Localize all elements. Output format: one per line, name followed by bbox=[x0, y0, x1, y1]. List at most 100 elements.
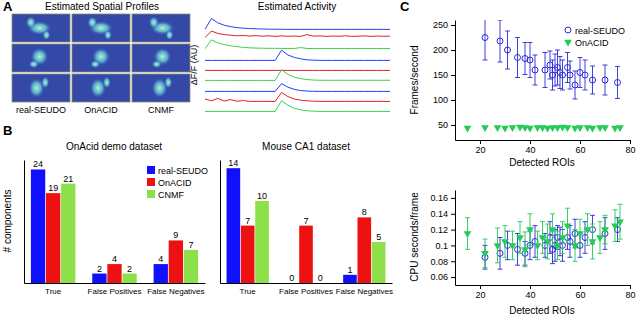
point bbox=[501, 126, 509, 133]
legend-label: real-SEUDO bbox=[575, 26, 625, 36]
image-blob bbox=[87, 16, 97, 28]
figure: real-SEUDOOnACIDCNMFEstimated Spatial Pr… bbox=[0, 0, 640, 320]
tick-label: 20 bbox=[475, 145, 485, 155]
data-label: 7 bbox=[188, 240, 193, 250]
tick: 250 bbox=[433, 20, 455, 30]
profile-image bbox=[12, 44, 70, 72]
tick-label: 0.16 bbox=[430, 193, 448, 203]
tick-label: False Negatives bbox=[147, 287, 204, 296]
point bbox=[494, 243, 502, 250]
tick-mark bbox=[480, 140, 481, 144]
title: Estimated Spatial Profiles bbox=[45, 1, 159, 12]
x-axis: TrueFalse PositivesFalse Negatives bbox=[221, 283, 393, 296]
error-bar bbox=[590, 66, 595, 94]
point bbox=[559, 235, 567, 242]
legend-label: OnACID bbox=[575, 38, 609, 48]
legend-symbol bbox=[564, 40, 572, 47]
point bbox=[549, 227, 557, 234]
bar-chart: 14017781005TrueFalse PositivesFalse Nega… bbox=[221, 141, 393, 296]
point bbox=[526, 227, 534, 234]
image-blob bbox=[152, 60, 162, 68]
point bbox=[515, 55, 521, 61]
tick-mark bbox=[630, 140, 631, 144]
column-label: CNMF bbox=[148, 105, 174, 115]
profile-image bbox=[132, 74, 190, 102]
tick: False Negatives bbox=[336, 283, 393, 296]
tick-label: 60 bbox=[575, 290, 585, 300]
x-axis: 20406080 bbox=[456, 140, 636, 155]
tick: 200 bbox=[433, 45, 455, 55]
legend-entry: OnACID bbox=[564, 38, 609, 48]
point bbox=[582, 72, 588, 78]
plot-area bbox=[205, 19, 390, 112]
image-cell bbox=[132, 44, 190, 72]
image-blob bbox=[42, 30, 50, 40]
point bbox=[509, 125, 517, 132]
column-label: OnACID bbox=[84, 105, 118, 115]
trace bbox=[205, 70, 390, 71]
bar bbox=[343, 275, 357, 283]
bar bbox=[241, 226, 255, 283]
data-label: 7 bbox=[303, 216, 308, 226]
title: Mouse CA1 dataset bbox=[262, 141, 350, 152]
data-label: 14 bbox=[228, 158, 238, 168]
tick: 0.12 bbox=[430, 225, 455, 235]
point bbox=[576, 125, 584, 132]
point bbox=[576, 231, 584, 238]
bar bbox=[31, 169, 45, 283]
profile-image bbox=[12, 74, 70, 102]
point bbox=[564, 125, 572, 132]
tick-label: 20 bbox=[475, 290, 485, 300]
profile-image bbox=[132, 44, 190, 72]
point bbox=[509, 243, 517, 250]
tick-label: 100 bbox=[433, 95, 448, 105]
tick: 0.1 bbox=[435, 241, 455, 251]
data-label: 21 bbox=[63, 174, 73, 184]
data-label: 2 bbox=[127, 264, 132, 274]
x-axis-title: Detected ROIs bbox=[509, 305, 575, 316]
error-bar bbox=[560, 60, 565, 90]
data-label: 1 bbox=[347, 265, 352, 275]
legend: real-SEUDOOnACIDCNMF bbox=[147, 166, 208, 200]
title: OnAcid demo dataset bbox=[66, 141, 162, 152]
image-blob bbox=[164, 76, 172, 88]
trace bbox=[205, 40, 390, 49]
legend-entry: real-SEUDO bbox=[565, 26, 625, 36]
y-axis-title: CPU seconds/frame bbox=[409, 192, 420, 282]
tick-mark bbox=[451, 25, 455, 26]
tick-label: 200 bbox=[433, 45, 448, 55]
tick-label: 0.08 bbox=[430, 257, 448, 267]
error-bar bbox=[523, 43, 528, 75]
legend-symbol bbox=[565, 27, 571, 33]
error-bar bbox=[543, 53, 548, 88]
tick-mark bbox=[451, 100, 455, 101]
point bbox=[589, 126, 597, 133]
data-label: 0 bbox=[289, 273, 294, 283]
image-blob bbox=[149, 16, 159, 28]
tick: 40 bbox=[525, 285, 535, 300]
tick-mark bbox=[630, 285, 631, 289]
point bbox=[564, 223, 572, 230]
y-axis: 0.060.080.10.120.140.16 bbox=[430, 191, 455, 286]
data-label: 4 bbox=[112, 254, 117, 264]
error-bar bbox=[603, 65, 608, 95]
error-bar bbox=[550, 60, 555, 90]
x-axis-title: Detected ROIs bbox=[509, 157, 575, 168]
error-bar bbox=[483, 20, 488, 60]
image-cell bbox=[72, 44, 130, 72]
y-axis-title: # components bbox=[2, 190, 13, 253]
legend-label: real-SEUDO bbox=[158, 166, 208, 176]
trace bbox=[205, 50, 390, 60]
error-bar bbox=[498, 20, 503, 62]
column-label: real-SEUDO bbox=[16, 105, 66, 115]
tick: True bbox=[45, 283, 62, 296]
image-cell bbox=[12, 74, 70, 102]
tick: 20 bbox=[475, 285, 485, 300]
tick-mark bbox=[451, 214, 455, 215]
y-axis bbox=[24, 161, 25, 284]
point bbox=[505, 47, 511, 53]
bar bbox=[92, 274, 106, 283]
image-blob bbox=[29, 60, 39, 68]
error-bar bbox=[528, 43, 533, 78]
tick-mark bbox=[580, 140, 581, 144]
